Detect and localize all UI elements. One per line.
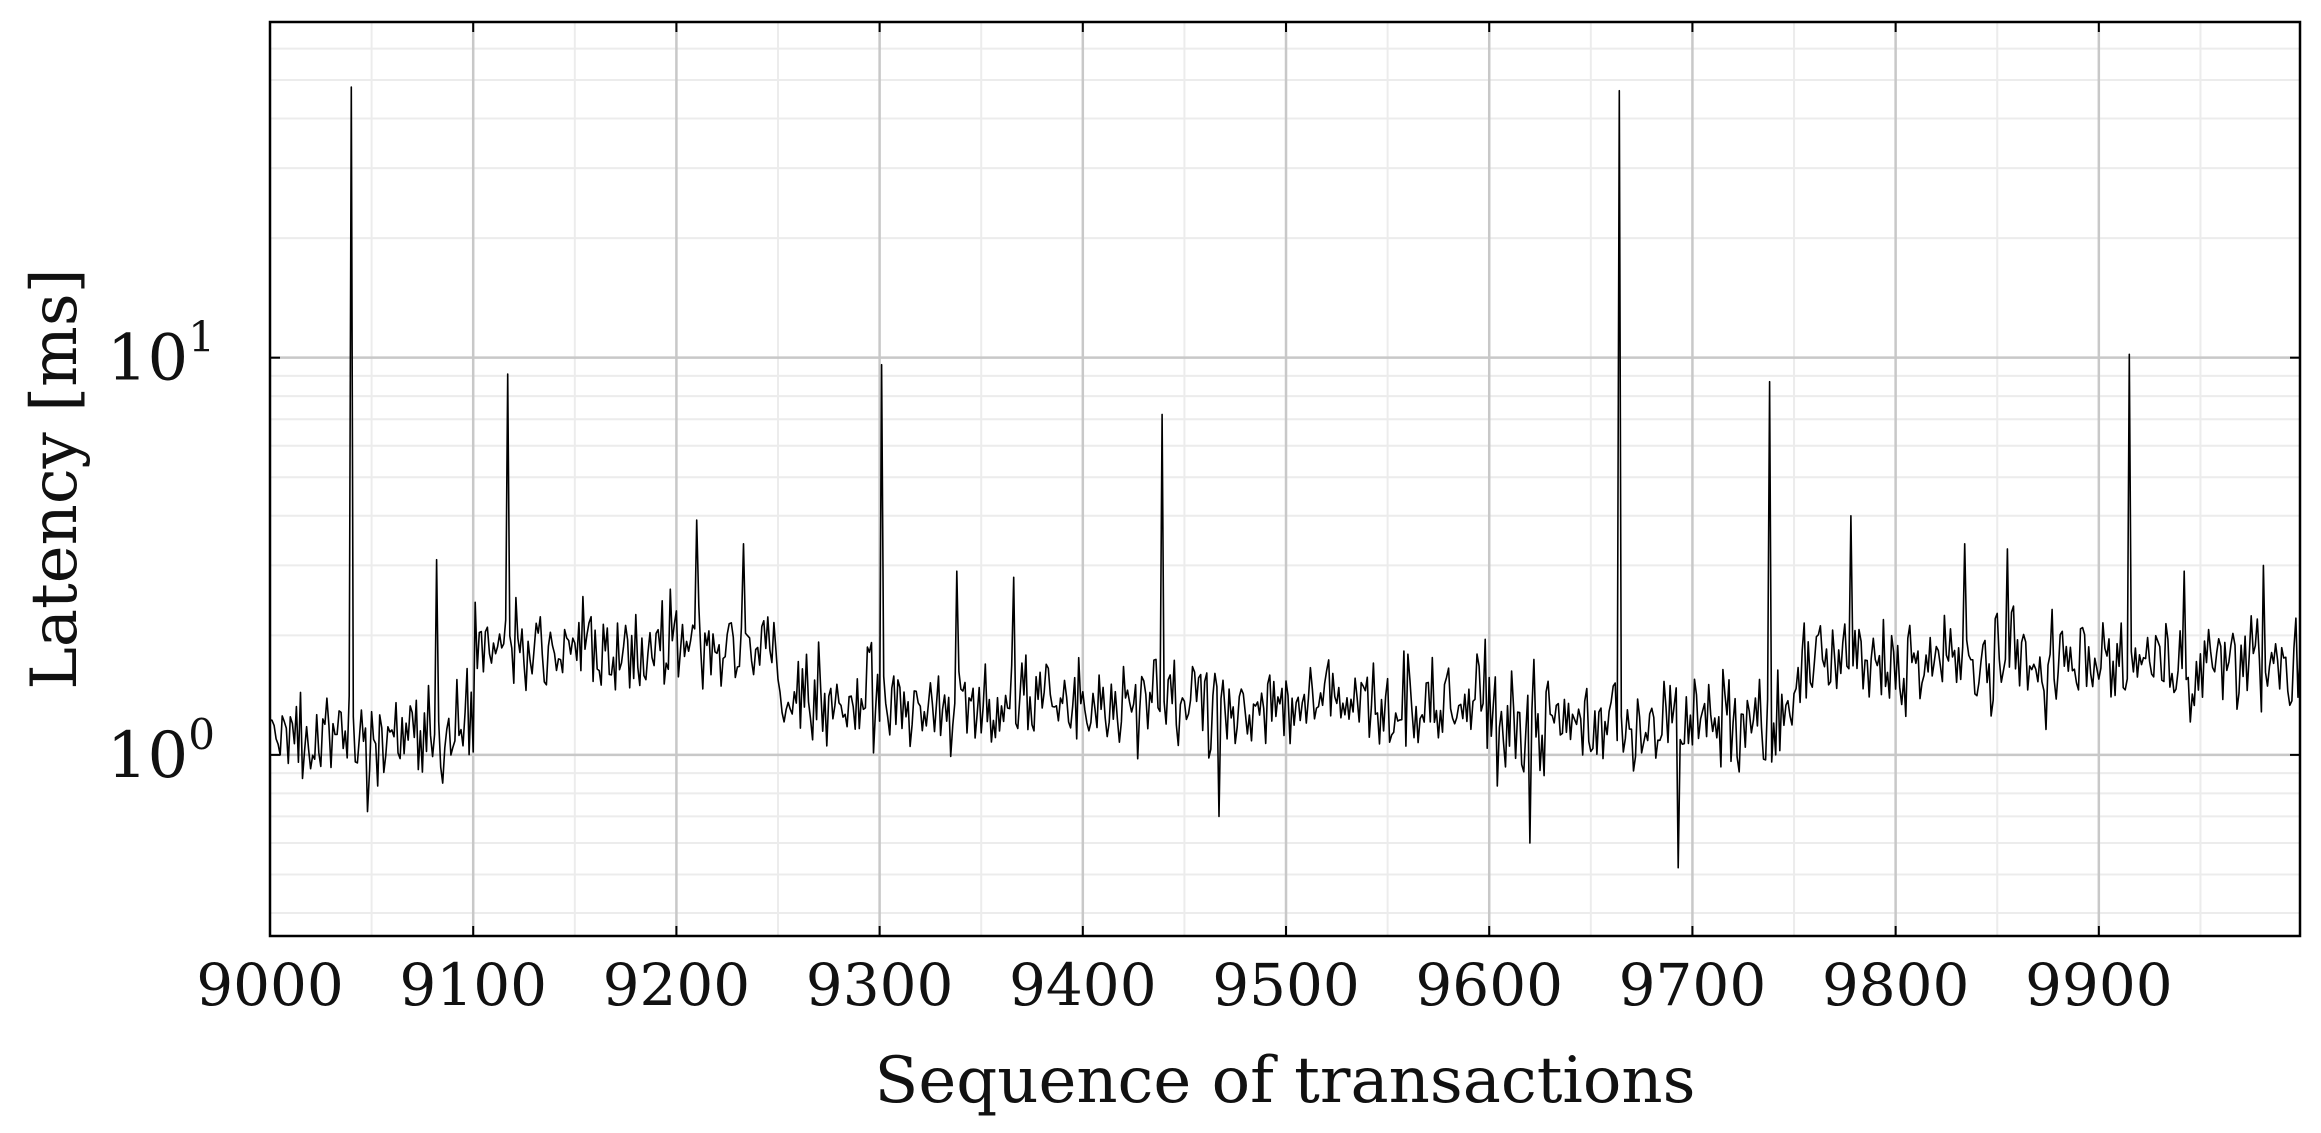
x-tick-label: 9300 (806, 951, 954, 1019)
x-tick-label: 9900 (2025, 951, 2173, 1019)
x-tick-label: 9400 (1009, 951, 1157, 1019)
grid (270, 22, 2300, 936)
x-axis-ticks: 9000 9100 9200 9300 9400 9500 9600 9700 9800 9900 (196, 22, 2173, 1019)
x-tick-label: 9500 (1212, 951, 1360, 1019)
x-tick-label: 9000 (196, 951, 344, 1019)
x-tick-label: 9200 (603, 951, 751, 1019)
x-axis-title: Sequence of transactions (875, 1044, 1696, 1118)
y-tick-label: 101 (107, 313, 215, 396)
x-tick-label: 9600 (1415, 951, 1563, 1019)
x-tick-label: 9100 (399, 951, 547, 1019)
x-tick-label: 9700 (1619, 951, 1767, 1019)
y-axis-title: Latency [ms] (18, 268, 92, 689)
y-tick-label: 100 (107, 710, 215, 793)
plot-frame (268, 20, 2302, 938)
x-tick-label: 9800 (1822, 951, 1970, 1019)
latency-series-line (269, 86, 2301, 869)
y-axis-ticks: 100 101 (107, 313, 2300, 793)
